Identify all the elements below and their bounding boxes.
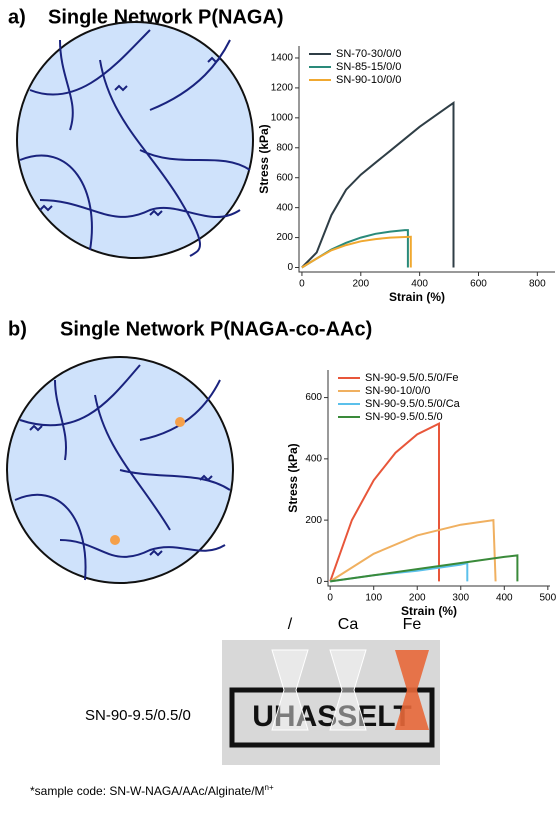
legend-label: SN-90-9.5/0.5/0 — [365, 411, 443, 423]
x-tick-label: 200 — [409, 593, 426, 604]
series-line — [329, 421, 440, 582]
x-tick-label: 500 — [539, 593, 556, 604]
footnote-text: *sample code: SN-W-NAGA/AAc/Alginate/M — [30, 784, 265, 798]
x-axis-label: Strain (%) — [389, 290, 445, 304]
y-tick-label: 600 — [276, 172, 293, 183]
footnote: *sample code: SN-W-NAGA/AAc/Alginate/Mn+ — [30, 783, 274, 798]
y-tick-label: 400 — [305, 453, 322, 464]
x-axis-label: Strain (%) — [401, 604, 457, 618]
x-tick-label: 400 — [496, 593, 513, 604]
series-line — [329, 518, 497, 583]
network-diagram — [16, 21, 254, 259]
x-tick-label: 0 — [327, 593, 333, 604]
y-tick-label: 600 — [305, 392, 322, 403]
photo-column-label: / — [288, 616, 293, 633]
photo-column-label: Ca — [338, 616, 359, 633]
axis-line — [298, 46, 555, 273]
y-axis-label: Stress (kPa) — [257, 124, 271, 193]
y-tick-label: 0 — [287, 262, 293, 273]
x-tick-label: 800 — [529, 279, 546, 290]
panel-label: b) — [8, 318, 27, 340]
y-tick-label: 200 — [276, 232, 293, 243]
network-diagram — [6, 356, 234, 584]
x-tick-label: 100 — [365, 593, 382, 604]
legend-label: SN-90-10/0/0 — [336, 74, 401, 86]
legend-label: SN-90-9.5/0.5/0/Ca — [365, 398, 461, 410]
photo-sample-label: SN-90-9.5/0.5/0 — [85, 707, 191, 724]
axis-line — [327, 370, 550, 587]
x-tick-label: 0 — [299, 279, 305, 290]
footnote-superscript: n+ — [265, 783, 274, 792]
y-axis-label: Stress (kPa) — [286, 443, 300, 512]
legend-label: SN-90-9.5/0.5/0/Fe — [365, 372, 459, 384]
photo-sign: UHASSELT — [252, 700, 411, 733]
y-tick-label: 800 — [276, 142, 293, 153]
legend-label: SN-70-30/0/0 — [336, 48, 401, 60]
photo-column-label: Fe — [403, 616, 422, 633]
x-tick-label: 300 — [452, 593, 469, 604]
panel-label: a) — [8, 6, 26, 28]
x-tick-label: 400 — [411, 279, 428, 290]
y-tick-label: 1200 — [271, 83, 294, 94]
series-line — [301, 235, 412, 269]
legend-label: SN-90-10/0/0 — [365, 385, 430, 397]
x-tick-label: 600 — [470, 279, 487, 290]
y-tick-label: 200 — [305, 515, 322, 526]
photo: / Ca Fe SN-90-9.5/0.5/0 UHASSELT — [85, 616, 440, 765]
y-tick-label: 1400 — [271, 53, 294, 64]
panel-title: Single Network P(NAGA-co-AAc) — [60, 318, 372, 340]
series-line — [330, 554, 519, 583]
panel-title: Single Network P(NAGA) — [48, 6, 284, 28]
x-tick-label: 200 — [352, 279, 369, 290]
y-tick-label: 400 — [276, 202, 293, 213]
y-tick-label: 1000 — [271, 112, 294, 123]
y-tick-label: 0 — [316, 576, 322, 587]
legend-label: SN-85-15/0/0 — [336, 61, 401, 73]
series-line — [301, 101, 455, 269]
